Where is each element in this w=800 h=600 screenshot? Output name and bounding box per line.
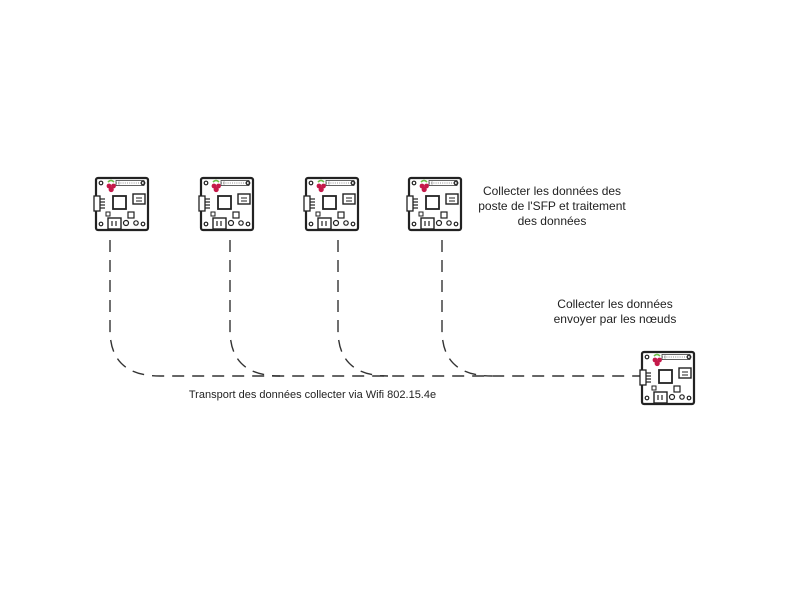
link-node-2 — [229, 240, 281, 377]
nodes-label-line-1: Collecter les données des — [482, 184, 622, 198]
transport-label: Transport des données collecter via Wifi… — [188, 389, 437, 401]
gateway-label-line-2: envoyer par les nœuds — [553, 312, 677, 326]
raspberry-pi-board-icon — [92, 176, 150, 232]
link-node-4 — [441, 240, 493, 377]
link-node-1 — [109, 240, 640, 377]
connection-lines — [109, 240, 640, 377]
nodes-label: Collecter les données des poste de l'SFP… — [462, 184, 642, 229]
raspberry-pi-board-icon — [638, 350, 696, 406]
raspberry-pi-board-icon — [197, 176, 255, 232]
link-node-3 — [337, 240, 389, 377]
gateway-label: Collecter les données envoyer par les nœ… — [530, 297, 700, 327]
raspberry-pi-board-icon — [302, 176, 360, 232]
raspberry-pi-board-icon — [405, 176, 463, 232]
nodes-label-line-2: poste de l'SFP et traitement — [478, 199, 626, 213]
nodes-label-line-3: des données — [517, 214, 587, 228]
gateway-label-line-1: Collecter les données — [557, 297, 673, 311]
